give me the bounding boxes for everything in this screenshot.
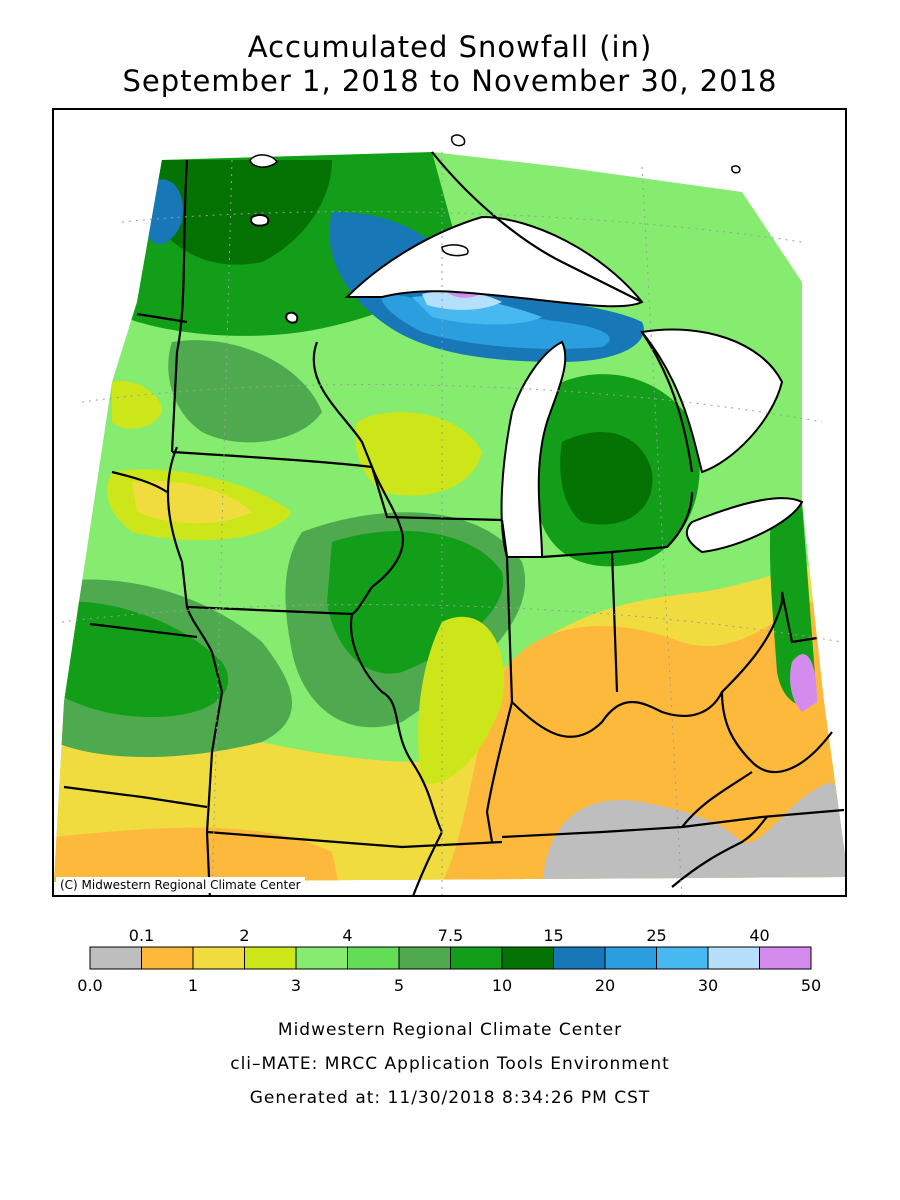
lake-of-the-woods xyxy=(250,214,270,227)
snowfall-map: (C) Midwestern Regional Climate Center xyxy=(52,108,847,897)
legend-swatch xyxy=(759,946,812,970)
legend-swatch xyxy=(244,946,297,970)
legend-top-label: 15 xyxy=(543,926,563,945)
legend-swatch xyxy=(604,946,657,970)
great-lakes xyxy=(250,214,804,558)
legend-swatch xyxy=(707,946,760,970)
legend-swatch xyxy=(450,946,503,970)
state-boundaries xyxy=(63,151,845,895)
color-legend: 0.1 2 4 7.5 15 25 40 0.0 1 3 5 10 20 30 50 xyxy=(77,926,821,995)
map-subtitle: September 1, 2018 to November 30, 2018 xyxy=(122,64,778,98)
legend-bottom-label: 0.0 xyxy=(77,976,102,995)
legend-bottom-label: 10 xyxy=(492,976,512,995)
lake-erie xyxy=(685,497,804,554)
lake-huron xyxy=(640,328,784,474)
lake-michigan xyxy=(500,340,567,558)
footer-generated-time: Generated at: 11/30/2018 8:34:26 PM CST xyxy=(249,1088,651,1108)
legend-swatch xyxy=(347,946,400,970)
legend-top-label: 0.1 xyxy=(129,926,154,945)
lat-lon-grid xyxy=(61,152,843,895)
map-title: Accumulated Snowfall (in) xyxy=(247,30,653,64)
legend-top-label: 7.5 xyxy=(438,926,463,945)
legend-top-label: 40 xyxy=(749,926,769,945)
legend-bottom-label: 20 xyxy=(595,976,615,995)
legend-bottom-label: 3 xyxy=(291,976,301,995)
legend-bottom-label: 5 xyxy=(394,976,404,995)
legend-swatch xyxy=(295,946,348,970)
legend-top-labels: 0.1 2 4 7.5 15 25 40 xyxy=(129,926,770,945)
legend-swatch xyxy=(656,946,709,970)
mille-lacs xyxy=(285,311,299,324)
legend-bottom-label: 50 xyxy=(801,976,821,995)
islands xyxy=(249,134,741,257)
legend-bottom-label: 1 xyxy=(188,976,198,995)
footer-tool: cli–MATE: MRCC Application Tools Environ… xyxy=(230,1054,670,1074)
legend-swatch xyxy=(553,946,606,970)
legend-swatches xyxy=(89,946,812,970)
legend-swatch xyxy=(398,946,451,970)
legend-swatch xyxy=(89,946,142,970)
legend-top-label: 4 xyxy=(342,926,352,945)
legend-swatch xyxy=(192,946,245,970)
legend-swatch xyxy=(141,946,194,970)
legend-bottom-label: 30 xyxy=(698,976,718,995)
copyright-label: (C) Midwestern Regional Climate Center xyxy=(56,877,305,893)
footer-organization: Midwestern Regional Climate Center xyxy=(277,1020,623,1040)
map-canvas xyxy=(54,110,845,895)
legend-top-label: 25 xyxy=(646,926,666,945)
legend-top-label: 2 xyxy=(239,926,249,945)
legend-bottom-labels: 0.0 1 3 5 10 20 30 50 xyxy=(77,976,821,995)
legend-swatch xyxy=(501,946,554,970)
